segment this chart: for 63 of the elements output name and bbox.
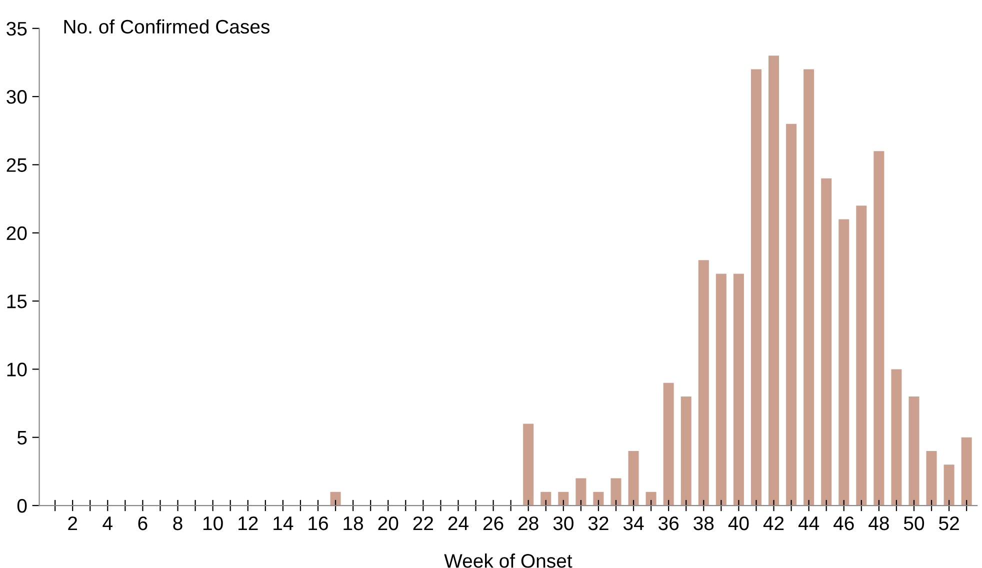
bar	[593, 492, 604, 506]
bar	[821, 178, 832, 506]
y-tick-label: 35	[6, 22, 27, 36]
bar	[610, 478, 622, 506]
bar	[856, 206, 867, 506]
y-tick-label: 0	[17, 498, 27, 513]
x-tick-label: 34	[623, 516, 644, 530]
x-tick-label: 10	[203, 516, 223, 530]
y-tick-label: 15	[7, 294, 27, 308]
bar	[908, 396, 920, 506]
bar	[523, 424, 534, 506]
bar	[628, 450, 639, 506]
bar	[680, 396, 692, 506]
x-tick-label: 28	[518, 516, 538, 530]
bar	[838, 219, 850, 506]
x-tick-label: 46	[834, 516, 854, 530]
x-tick-label: 6	[138, 516, 148, 530]
bar	[768, 56, 780, 506]
bar	[330, 492, 341, 506]
x-tick-label: 18	[344, 516, 364, 530]
x-tick-label: 14	[274, 516, 294, 530]
bar	[558, 492, 569, 506]
x-tick-label: 24	[448, 516, 468, 530]
bar	[540, 492, 552, 506]
bar	[926, 450, 937, 506]
x-tick-label: 20	[378, 516, 398, 530]
x-tick-label: 32	[588, 516, 608, 530]
bar	[804, 69, 814, 506]
x-tick-label: 36	[658, 516, 679, 530]
y-tick-label: 20	[6, 226, 27, 240]
x-tick-label: 4	[102, 516, 112, 530]
x-tick-label: 22	[413, 516, 434, 530]
bar	[663, 382, 674, 506]
x-tick-label: 38	[694, 516, 714, 530]
x-tick-label: 16	[308, 516, 328, 530]
bar	[716, 274, 726, 506]
x-tick-label: 30	[553, 516, 574, 530]
x-tick-label: 42	[763, 516, 784, 530]
bar	[646, 492, 656, 506]
x-tick-label: 50	[904, 516, 924, 530]
bar	[874, 151, 884, 506]
x-tick-label: 12	[238, 516, 258, 530]
x-tick-label: 8	[173, 516, 182, 530]
x-tick-label: 26	[483, 516, 504, 530]
bar	[786, 124, 797, 506]
x-tick-label: 52	[939, 516, 959, 530]
x-axis-title: Week of Onset	[444, 554, 572, 568]
bar	[944, 464, 954, 506]
y-tick-label: 5	[17, 431, 27, 445]
y-tick-label: 25	[6, 158, 27, 172]
bar	[750, 69, 762, 506]
x-tick-label: 48	[868, 516, 889, 530]
bar	[891, 369, 902, 506]
bar	[733, 274, 744, 506]
bar	[961, 437, 972, 506]
bar	[698, 260, 709, 506]
x-tick-label: 44	[798, 516, 820, 530]
y-tick-label: 30	[6, 90, 27, 104]
y-tick-label: 10	[7, 362, 27, 376]
x-tick-label: 2	[68, 516, 78, 530]
bar	[576, 478, 586, 506]
x-tick-label: 40	[728, 516, 749, 530]
y-axis-title: No. of Confirmed Cases	[64, 19, 270, 34]
